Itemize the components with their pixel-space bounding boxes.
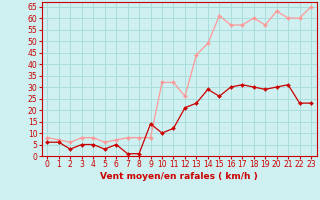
- X-axis label: Vent moyen/en rafales ( km/h ): Vent moyen/en rafales ( km/h ): [100, 172, 258, 181]
